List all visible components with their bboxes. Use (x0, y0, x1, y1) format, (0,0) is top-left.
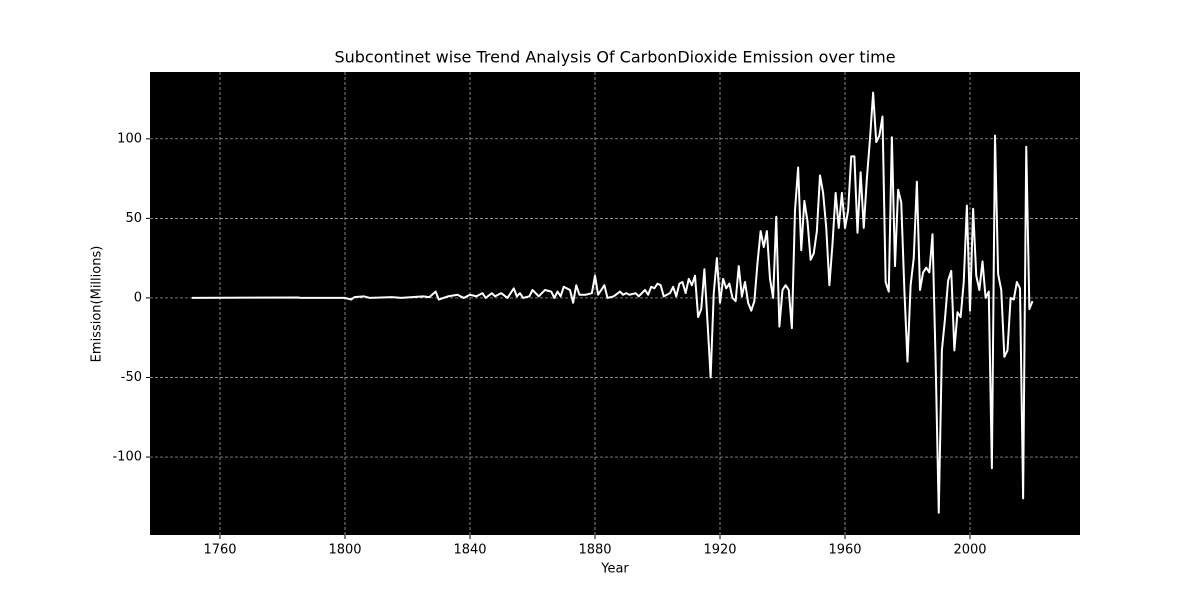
x-tick-label: 1880 (578, 543, 611, 558)
y-tick-label: 100 (117, 131, 142, 146)
y-tick-label: 0 (134, 290, 142, 305)
x-tick-label: 1960 (828, 543, 861, 558)
chart-title: Subcontinet wise Trend Analysis Of Carbo… (334, 48, 895, 67)
x-tick-label: 2000 (953, 543, 986, 558)
y-tick-label: -50 (121, 370, 142, 385)
y-tick-label: 50 (125, 211, 142, 226)
x-axis-label: Year (600, 562, 629, 577)
y-tick-label: -100 (112, 450, 142, 465)
x-tick-label: 1800 (328, 543, 361, 558)
line (191, 91, 1034, 514)
x-tick-label: 1920 (703, 543, 736, 558)
y-axis-label: Emission(Millions) (90, 246, 105, 363)
plot-area (150, 72, 1080, 535)
x-tick-label: 1840 (453, 543, 486, 558)
x-tick-label: 1760 (203, 543, 236, 558)
